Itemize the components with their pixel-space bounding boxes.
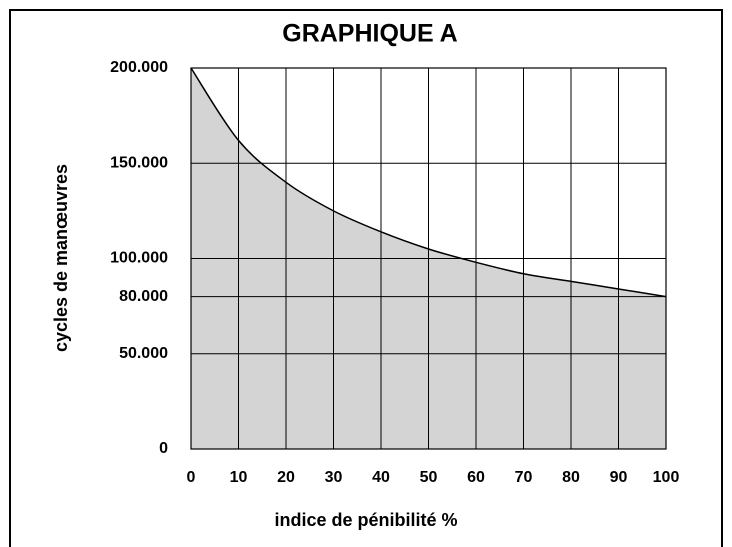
x-tick-label: 60 (467, 469, 485, 486)
y-tick-label: 200.000 (110, 59, 168, 76)
x-tick-label: 100 (653, 469, 680, 486)
chart-title: GRAPHIQUE A (282, 20, 457, 48)
x-axis-label: indice de pénibilité % (274, 510, 457, 530)
x-tick-label: 20 (277, 469, 295, 486)
y-axis-label: cycles de manœuvres (51, 164, 71, 352)
x-tick-label: 50 (420, 469, 438, 486)
x-tick-label: 30 (325, 469, 343, 486)
line (190, 67, 667, 298)
y-tick-label: 80.000 (119, 288, 168, 305)
y-tick-label: 50.000 (119, 345, 168, 362)
x-tick-label: 80 (562, 469, 580, 486)
x-tick-label: 90 (610, 469, 628, 486)
y-tick-label: 150.000 (110, 154, 168, 171)
x-tick-label: 70 (515, 469, 533, 486)
y-tick-label: 0 (159, 440, 168, 457)
frame (9, 9, 723, 547)
x-tick-label: 10 (230, 469, 248, 486)
x-tick-label: 40 (372, 469, 390, 486)
plot-border (190, 67, 667, 450)
x-tick-label: 0 (187, 469, 196, 486)
y-tick-label: 100.000 (110, 250, 168, 267)
